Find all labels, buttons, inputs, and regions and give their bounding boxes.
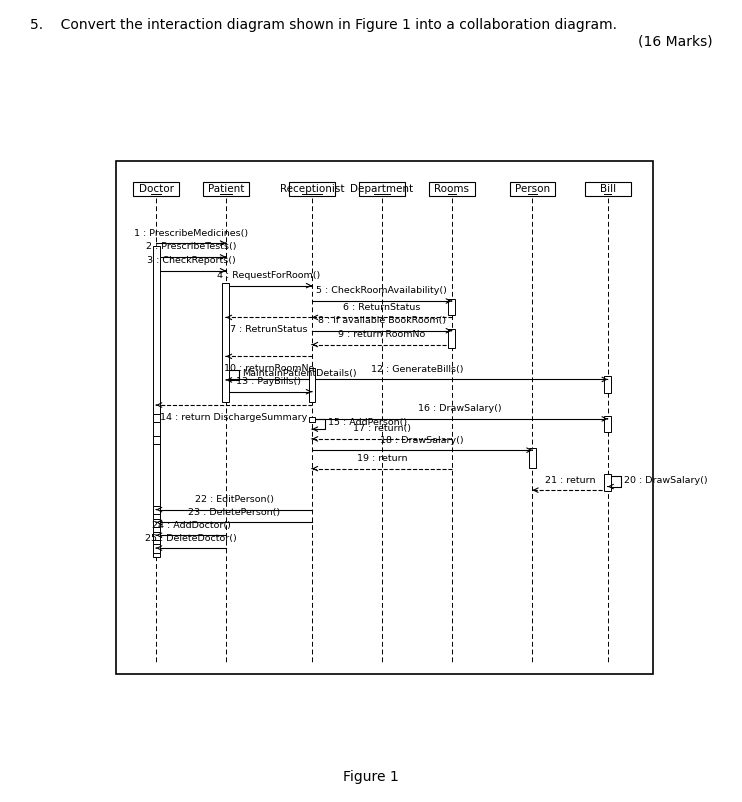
Bar (359, 182, 404, 196)
Text: 10 : returnRoomNo: 10 : returnRoomNo (224, 364, 314, 374)
Text: 1 : PrescribeMedicines(): 1 : PrescribeMedicines() (134, 229, 248, 237)
Text: 22 : EditPerson(): 22 : EditPerson() (194, 495, 274, 504)
Bar (153, 506, 160, 514)
Bar (604, 416, 611, 431)
Text: 16 : DrawSalary(): 16 : DrawSalary() (418, 404, 502, 413)
Bar (223, 283, 229, 402)
Text: 25 : DeleteDoctor(): 25 : DeleteDoctor() (145, 533, 237, 542)
Text: 13 : PayBills(): 13 : PayBills() (237, 377, 301, 387)
Text: 5 : CheckRoomAvailability(): 5 : CheckRoomAvailability() (316, 286, 447, 295)
Text: Patient: Patient (208, 184, 244, 194)
Text: 17 : return(): 17 : return() (353, 424, 411, 433)
Text: 3 : CheckReports(): 3 : CheckReports() (147, 256, 235, 265)
Text: Rooms: Rooms (434, 184, 469, 194)
Text: Department: Department (350, 184, 413, 194)
Text: 20 : DrawSalary(): 20 : DrawSalary() (624, 476, 708, 485)
Text: 14 : return DischargeSummary: 14 : return DischargeSummary (160, 413, 308, 422)
Bar (116, 161, 654, 674)
Text: 7 : RetrunStatus: 7 : RetrunStatus (230, 326, 308, 334)
Text: Bill: Bill (600, 184, 616, 194)
Bar (448, 329, 456, 348)
Bar (153, 532, 160, 540)
Text: 21 : return: 21 : return (545, 476, 595, 484)
Text: Figure 1: Figure 1 (343, 771, 399, 784)
Bar (289, 182, 335, 196)
Bar (153, 545, 160, 553)
Bar (153, 435, 160, 444)
Text: Person: Person (515, 184, 550, 194)
Text: 2 : PrescribeTests(): 2 : PrescribeTests() (145, 242, 236, 251)
Bar (203, 182, 249, 196)
Bar (153, 519, 160, 527)
Text: 8 : if available BookRoom(): 8 : if available BookRoom() (318, 316, 446, 325)
Text: MaintainPatientDetails(): MaintainPatientDetails() (243, 369, 357, 379)
Bar (309, 368, 315, 402)
Text: 18 : DrawSalary(): 18 : DrawSalary() (381, 435, 464, 444)
Text: (16 Marks): (16 Marks) (637, 34, 712, 48)
Text: 23 : DeletePerson(): 23 : DeletePerson() (188, 508, 280, 516)
Bar (153, 245, 160, 557)
Text: 6 : ReturnStatus: 6 : ReturnStatus (344, 303, 421, 312)
Text: 12 : GenerateBills(): 12 : GenerateBills() (370, 365, 463, 374)
Bar (510, 182, 555, 196)
Text: 5.    Convert the interaction diagram shown in Figure 1 into a collaboration dia: 5. Convert the interaction diagram shown… (30, 18, 617, 32)
Bar (429, 182, 475, 196)
Text: Receptionist: Receptionist (280, 184, 344, 194)
Text: 9 : return RoomNo: 9 : return RoomNo (338, 330, 425, 339)
Text: 19 : return: 19 : return (357, 454, 407, 463)
Bar (604, 474, 611, 491)
Bar (604, 376, 611, 393)
Bar (448, 299, 456, 315)
Bar (309, 417, 315, 423)
Bar (134, 182, 179, 196)
Bar (585, 182, 631, 196)
Text: Doctor: Doctor (139, 184, 174, 194)
Text: 4 : RequestForRoom(): 4 : RequestForRoom() (217, 271, 321, 280)
Text: 15 : AddPerson(): 15 : AddPerson() (328, 419, 407, 427)
Text: 24 : AddDoctor(): 24 : AddDoctor() (151, 520, 231, 529)
Bar (153, 415, 160, 423)
Bar (529, 448, 536, 468)
